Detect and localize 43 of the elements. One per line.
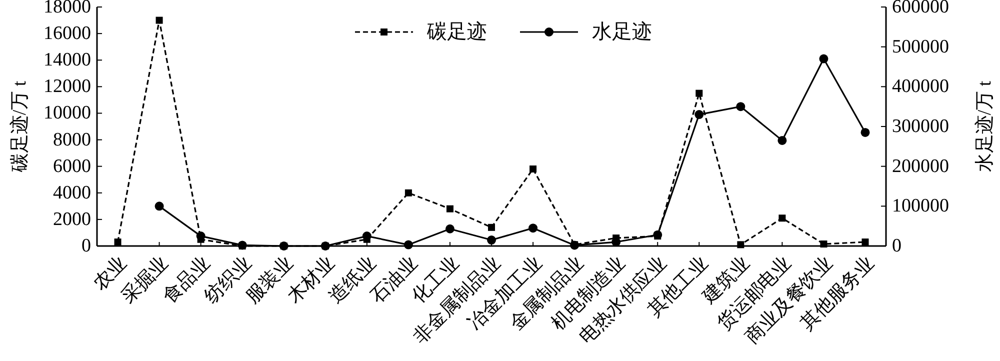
point xyxy=(114,238,122,246)
y-tick-label: 10000 xyxy=(44,102,91,124)
y-tick-label: 4000 xyxy=(53,182,91,204)
y2-tick-label: 500000 xyxy=(892,36,949,58)
point xyxy=(570,240,580,250)
point xyxy=(404,189,412,196)
y2-tick-label: 600000 xyxy=(892,0,949,18)
legend-label: 碳足迹 xyxy=(426,21,487,43)
point xyxy=(736,102,746,112)
point xyxy=(488,224,495,231)
point xyxy=(737,241,744,248)
point xyxy=(860,128,870,137)
point xyxy=(404,240,413,250)
point xyxy=(778,136,787,145)
y-tick-label: 16000 xyxy=(44,23,91,44)
y2-axis-title: 水足迹/万 t xyxy=(974,80,996,172)
y2-tick-label: 0 xyxy=(892,236,902,256)
y-tick-label: 0 xyxy=(82,236,91,256)
point xyxy=(528,224,538,233)
y-tick-label: 12000 xyxy=(44,76,91,98)
point xyxy=(820,240,828,248)
point xyxy=(156,16,163,24)
point xyxy=(819,54,828,64)
legend-label: 水足迹 xyxy=(592,21,652,43)
y2-tick-label: 200000 xyxy=(892,156,949,177)
y-tick-label: 14000 xyxy=(44,50,91,71)
y2-tick-label: 400000 xyxy=(892,76,949,98)
y2-tick-label: 300000 xyxy=(892,116,949,137)
point xyxy=(446,205,454,212)
point xyxy=(696,90,703,97)
y-axis-title: 碳足迹/万 t xyxy=(8,80,30,174)
point xyxy=(862,238,869,246)
y-tick-label: 2000 xyxy=(53,208,91,230)
point xyxy=(694,110,704,120)
point xyxy=(154,202,164,211)
point xyxy=(530,165,537,172)
point xyxy=(445,224,454,234)
y2-tick-label: 100000 xyxy=(892,196,949,217)
point xyxy=(487,236,496,245)
point xyxy=(778,214,786,222)
y-tick-label: 8000 xyxy=(53,129,91,150)
y-tick-label: 18000 xyxy=(44,0,91,18)
y-tick-label: 6000 xyxy=(53,156,91,177)
